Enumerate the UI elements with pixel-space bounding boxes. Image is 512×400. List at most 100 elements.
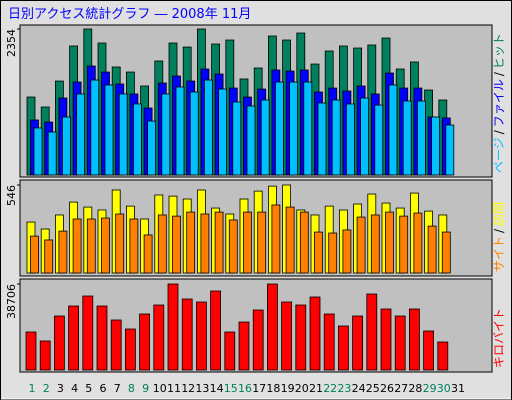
x-tick-label: 13 (195, 382, 209, 395)
bar (90, 79, 100, 176)
bar (47, 131, 57, 176)
x-tick-label: 29 (423, 382, 437, 395)
x-tick-label: 30 (437, 382, 451, 395)
bar (252, 309, 264, 371)
x-tick-label: 2 (43, 382, 50, 395)
bar (299, 211, 309, 274)
bar (54, 315, 65, 371)
x-tick-label: 6 (100, 382, 107, 395)
legend: ページ / ファイル / ヒット (492, 33, 506, 173)
bar (33, 127, 43, 176)
bar (431, 116, 441, 176)
bar (186, 211, 196, 274)
bar (161, 93, 171, 176)
bar (366, 293, 378, 371)
x-tick-label: 28 (408, 382, 422, 395)
bar (203, 79, 213, 176)
x-tick-label: 22 (323, 382, 337, 395)
bar (266, 283, 278, 371)
bar (388, 84, 398, 176)
bar (76, 93, 85, 176)
bar (281, 301, 293, 371)
y-tick-label: 2354 (5, 29, 18, 57)
bar (274, 81, 284, 176)
bar (82, 295, 94, 371)
x-tick-label: 10 (153, 382, 167, 395)
bar (167, 283, 179, 371)
bar (25, 331, 37, 371)
bar (295, 304, 307, 371)
bar (394, 315, 406, 371)
bar (147, 120, 157, 176)
bar (413, 212, 423, 274)
bar (232, 101, 242, 176)
bar (345, 103, 355, 176)
legend-separator: / (492, 228, 506, 233)
bar (385, 211, 394, 274)
x-tick-label: 3 (57, 382, 64, 395)
bar (58, 230, 68, 274)
x-tick-label: 31 (451, 382, 465, 395)
bar (356, 216, 366, 274)
bar (408, 308, 420, 371)
bar (228, 219, 238, 274)
bar (96, 305, 108, 371)
x-tick-label: 5 (85, 382, 92, 395)
x-tick-label: 26 (380, 382, 394, 395)
bar (441, 231, 451, 274)
bar (352, 315, 364, 371)
bar (380, 308, 392, 371)
bar (423, 330, 435, 371)
legend-entry: ファイル (492, 79, 506, 127)
legend-separator: / (492, 129, 506, 134)
x-tick-label: 9 (142, 382, 149, 395)
bar (289, 81, 299, 176)
legend-entry: 訪問 (491, 202, 506, 226)
bar (181, 298, 193, 371)
bar (210, 290, 222, 371)
bar (416, 100, 426, 176)
bar (260, 99, 270, 176)
bar (342, 229, 352, 274)
x-tick-label: 1 (29, 382, 36, 395)
x-tick-label: 15 (224, 382, 238, 395)
bar (118, 93, 128, 176)
bar (257, 211, 267, 274)
x-tick-label: 24 (352, 382, 366, 395)
bar (246, 105, 256, 176)
legend-entry: サイト (492, 236, 506, 272)
x-tick-label: 25 (366, 382, 380, 395)
x-tick-label: 12 (181, 382, 195, 395)
bar (271, 204, 281, 274)
x-tick-label: 27 (394, 382, 408, 395)
bar (214, 211, 224, 274)
legend-entry: ページ (492, 137, 506, 173)
bar (309, 296, 321, 371)
bar (157, 214, 167, 274)
bar (427, 225, 437, 274)
bar (402, 100, 412, 176)
bar (68, 305, 79, 371)
bar (189, 91, 199, 176)
bar (331, 99, 341, 176)
bar (238, 321, 250, 371)
bar (86, 218, 96, 274)
x-tick-label: 18 (266, 382, 280, 395)
x-tick-label: 17 (252, 382, 266, 395)
legend-entry: キロバイト (492, 308, 506, 368)
bar (370, 214, 380, 274)
bar (399, 215, 409, 274)
bar (104, 84, 114, 176)
bar (129, 218, 139, 274)
bar (143, 234, 153, 274)
bar (125, 328, 136, 371)
bar (72, 218, 82, 274)
x-tick-label: 14 (210, 382, 224, 395)
x-tick-label: 20 (295, 382, 309, 395)
bar (224, 331, 236, 371)
bar (132, 103, 142, 176)
legend: キロバイト (492, 308, 506, 368)
bar (110, 319, 122, 371)
bar (195, 301, 207, 371)
